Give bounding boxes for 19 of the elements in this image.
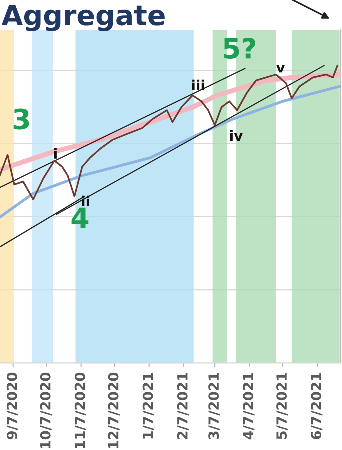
annotation: i xyxy=(54,148,57,159)
annotation: iii xyxy=(192,80,204,90)
annotation: iv xyxy=(230,130,243,142)
annotation: 3 xyxy=(14,108,30,130)
x-tick-label: 9/7/2020 xyxy=(6,372,18,440)
chart-title: Aggregate xyxy=(2,5,165,32)
annotation: ii xyxy=(82,196,90,206)
x-tick-label: 3/7/2021 xyxy=(208,373,220,440)
annotation: 5? xyxy=(224,38,256,60)
x-tick-label: 10/7/2020 xyxy=(40,372,52,448)
x-tick-label: 2/7/2021 xyxy=(177,373,189,440)
x-tick-label: 1/7/2021 xyxy=(142,373,154,439)
x-tick-label: 4/7/2021 xyxy=(243,373,255,440)
x-tick-label: 6/7/2021 xyxy=(311,373,323,440)
annotation: 4 xyxy=(72,208,89,228)
x-tick-label: 11/7/2020 xyxy=(74,372,86,448)
x-tick-label: 12/7/2020 xyxy=(108,372,120,448)
x-tick-label: 5/7/2021 xyxy=(276,373,288,440)
annotation: v xyxy=(276,65,286,73)
